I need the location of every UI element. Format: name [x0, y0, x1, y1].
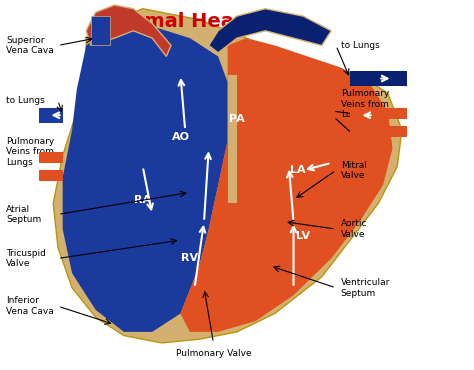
Text: PA: PA: [229, 114, 245, 124]
Text: Superior
Vena Cava: Superior Vena Cava: [6, 36, 54, 55]
Text: Aortic
Valve: Aortic Valve: [341, 219, 367, 239]
Polygon shape: [91, 16, 110, 46]
Text: AO: AO: [172, 132, 190, 142]
Text: RA: RA: [134, 195, 151, 205]
Text: Inferior
Vena Cava: Inferior Vena Cava: [6, 296, 54, 316]
Polygon shape: [228, 75, 237, 204]
Text: to Lungs: to Lungs: [6, 96, 45, 105]
Polygon shape: [350, 108, 407, 119]
Polygon shape: [209, 9, 331, 53]
Text: Pulmonary
Veins from
Lungs: Pulmonary Veins from Lungs: [6, 137, 55, 167]
Text: Pulmonary
Veins from
Lungs: Pulmonary Veins from Lungs: [341, 89, 389, 119]
Polygon shape: [350, 126, 407, 137]
Text: to Lungs: to Lungs: [341, 41, 379, 50]
Text: RV: RV: [182, 253, 199, 263]
Polygon shape: [53, 9, 402, 343]
Polygon shape: [39, 170, 63, 181]
Polygon shape: [86, 5, 171, 57]
Polygon shape: [63, 23, 228, 332]
Polygon shape: [39, 152, 63, 163]
Text: Pulmonary Valve: Pulmonary Valve: [176, 349, 251, 357]
Text: LA: LA: [291, 165, 306, 175]
Text: Tricuspid
Valve: Tricuspid Valve: [6, 249, 46, 268]
Text: Atrial
Septum: Atrial Septum: [6, 205, 41, 224]
Text: Normal Heart: Normal Heart: [105, 13, 253, 31]
Polygon shape: [39, 108, 63, 122]
Text: LV: LV: [296, 231, 310, 241]
Polygon shape: [181, 38, 392, 332]
Text: Mitral
Valve: Mitral Valve: [341, 161, 366, 180]
Text: Ventricular
Septum: Ventricular Septum: [341, 278, 390, 297]
Polygon shape: [350, 71, 407, 86]
